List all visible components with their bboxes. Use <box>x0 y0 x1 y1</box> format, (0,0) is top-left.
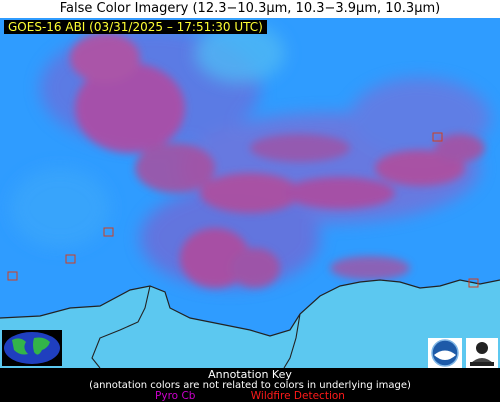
wildfire-detection-box <box>7 271 18 281</box>
coastline-south <box>283 313 301 368</box>
wildfire-legend-item: Wildfire Detection <box>250 390 345 402</box>
annotation-key-title: Annotation Key <box>208 368 292 381</box>
cimss-logo-icon <box>466 338 498 368</box>
globe-logo-icon <box>2 330 62 366</box>
map-title: False Color Imagery (12.3−10.3µm, 10.3−3… <box>0 0 500 18</box>
timestamp-label: GOES-16 ABI (03/31/2025 – 17:51:30 UTC) <box>4 20 267 34</box>
satellite-imagery <box>0 18 500 368</box>
noaa-logo-icon <box>428 338 462 368</box>
annotation-key: Annotation Key (annotation colors are no… <box>0 368 500 402</box>
wildfire-detection-box <box>103 227 114 237</box>
coastline-west <box>91 285 151 368</box>
wildfire-detection-box <box>65 254 76 264</box>
coastline <box>0 279 500 337</box>
wildfire-detection-box <box>468 278 479 288</box>
wildfire-detection-box <box>432 132 443 142</box>
pyrocb-legend-item: Pyro Cb <box>155 390 196 402</box>
southern-region <box>0 280 500 368</box>
annotation-key-subtitle: (annotation colors are not related to co… <box>89 380 411 391</box>
